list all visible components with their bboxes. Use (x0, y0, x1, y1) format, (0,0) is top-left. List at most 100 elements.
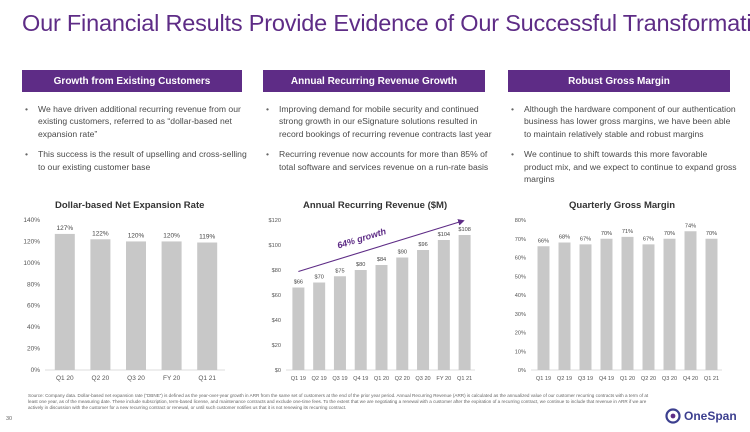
data-label: 70% (664, 231, 675, 237)
data-label: 68% (559, 235, 570, 241)
bar-q1-21 (458, 235, 471, 370)
x-tick-label: Q1 21 (457, 376, 472, 382)
bar-q2-19 (558, 242, 571, 370)
x-tick-label: Q4 20 (683, 376, 698, 382)
bar-fy-20 (161, 241, 182, 370)
x-tick-label: Q1 19 (291, 376, 306, 382)
x-tick-label: Q3 20 (662, 376, 677, 382)
data-label: 120% (163, 232, 180, 239)
x-tick-label: Q3 19 (332, 376, 347, 382)
chart-title-gross-margin: Quarterly Gross Margin (569, 200, 676, 211)
y-tick-label: 0% (518, 368, 526, 374)
x-tick-label: Q3 20 (127, 375, 145, 382)
bar-q1-20 (621, 236, 634, 370)
bullet-item: We have driven additional recurring reve… (22, 103, 252, 140)
y-tick-label: 0% (31, 367, 41, 374)
data-label: 70% (706, 231, 717, 237)
x-tick-label: Q2 19 (312, 376, 327, 382)
bar-q3-20 (663, 238, 676, 370)
bullets-arr-growth: Improving demand for mobile security and… (263, 103, 493, 181)
arr-bar-chart: $0 $20 $40 $60 $80 $100 $120 $66 Q1 19 $70 Q2 19 $7… (269, 218, 475, 382)
bar-q2-19 (313, 282, 326, 370)
y-tick-label: 10% (515, 349, 526, 355)
y-tick-label: $40 (272, 318, 281, 324)
y-tick-label: $20 (272, 343, 281, 349)
footnote: Source: Company data. Dollar-based net e… (28, 393, 649, 411)
y-tick-label: 30% (515, 312, 526, 318)
y-tick-label: 20% (27, 346, 40, 353)
y-tick-label: $100 (269, 243, 281, 249)
x-tick-label: Q2 20 (641, 376, 656, 382)
y-tick-label: 20% (515, 331, 526, 337)
x-tick-label: Q4 19 (599, 376, 614, 382)
x-tick-label: Q1 21 (704, 376, 719, 382)
data-label: $108 (458, 227, 470, 233)
bar-q1-19 (537, 246, 550, 370)
bar-q3-19 (579, 244, 592, 370)
y-tick-label: $0 (275, 368, 281, 374)
data-label: 122% (92, 230, 109, 237)
data-label: $75 (335, 268, 344, 274)
bar-q2-20 (642, 244, 655, 370)
y-tick-label: 80% (27, 281, 40, 288)
logo-text: OneSpan (684, 409, 737, 423)
y-tick-label: 100% (23, 260, 40, 267)
x-tick-label: FY 20 (163, 375, 181, 382)
page-title: Our Financial Results Provide Evidence o… (22, 10, 750, 36)
panel-header-existing-customers: Growth from Existing Customers (22, 70, 242, 92)
bar-q4-19 (354, 270, 367, 370)
panel-header-gross-margin: Robust Gross Margin (508, 70, 730, 92)
x-tick-label: Q1 20 (620, 376, 635, 382)
data-label: 71% (622, 229, 633, 235)
bar-fy-20 (437, 240, 450, 370)
y-tick-label: 40% (27, 324, 40, 331)
y-tick-label: 120% (23, 238, 40, 245)
x-tick-label: Q4 19 (353, 376, 368, 382)
data-label: $80 (356, 262, 365, 268)
data-label: $70 (314, 275, 323, 281)
growth-arrow (298, 219, 465, 273)
bullets-gross-margin: Although the hardware component of our a… (508, 103, 738, 194)
x-tick-label: Q1 20 (374, 376, 389, 382)
y-tick-label: 80% (515, 218, 526, 224)
x-tick-label: Q1 20 (56, 375, 74, 382)
bullet-item: Although the hardware component of our a… (508, 103, 738, 140)
bullet-item: This success is the result of upselling … (22, 148, 252, 173)
data-label: 70% (601, 231, 612, 237)
bar-q3-19 (333, 276, 346, 370)
data-label: 67% (643, 236, 654, 242)
bar-q1-20 (54, 233, 75, 370)
x-tick-label: Q2 20 (92, 375, 110, 382)
y-tick-label: 60% (27, 303, 40, 310)
y-tick-label: 50% (515, 274, 526, 280)
y-tick-label: 140% (23, 217, 40, 224)
data-label: $90 (398, 250, 407, 256)
x-tick-label: Q3 20 (415, 376, 430, 382)
bar-q1-21 (705, 238, 718, 370)
data-label: $104 (438, 232, 450, 238)
bar-q1-19 (292, 287, 305, 370)
data-label: 120% (128, 232, 145, 239)
y-tick-label: $60 (272, 293, 281, 299)
bullet-item: Improving demand for mobile security and… (263, 103, 493, 140)
bar-q1-21 (197, 242, 218, 370)
panel-header-arr-growth: Annual Recurring Revenue Growth (263, 70, 485, 92)
bullets-existing-customers: We have driven additional recurring reve… (22, 103, 252, 181)
x-tick-label: FY 20 (436, 376, 451, 382)
dbne-bar-chart: 0% 20% 40% 60% 80% 100% 120% 140% 127% Q1 20 122% Q… (23, 217, 225, 382)
gross-margin-bar-chart: 0% 10% 20% 30% 40% 50% 60% 70% 80% 66% Q1 19 68% Q2 … (515, 218, 722, 382)
bar-q2-20 (90, 239, 111, 370)
bar-q3-20 (126, 241, 146, 370)
data-label: 127% (56, 225, 73, 232)
y-tick-label: $80 (272, 268, 281, 274)
bullet-item: Recurring revenue now accounts for more … (263, 148, 493, 173)
y-tick-label: $120 (269, 218, 281, 224)
data-label: $96 (418, 242, 427, 248)
data-label: 66% (538, 238, 549, 244)
bar-q1-20 (375, 265, 388, 370)
data-label: 119% (199, 234, 215, 241)
y-tick-label: 70% (515, 237, 526, 243)
x-tick-label: Q1 21 (198, 375, 216, 382)
chart-title-dbne: Dollar-based Net Expansion Rate (55, 200, 205, 211)
bar-q4-19 (600, 238, 613, 370)
